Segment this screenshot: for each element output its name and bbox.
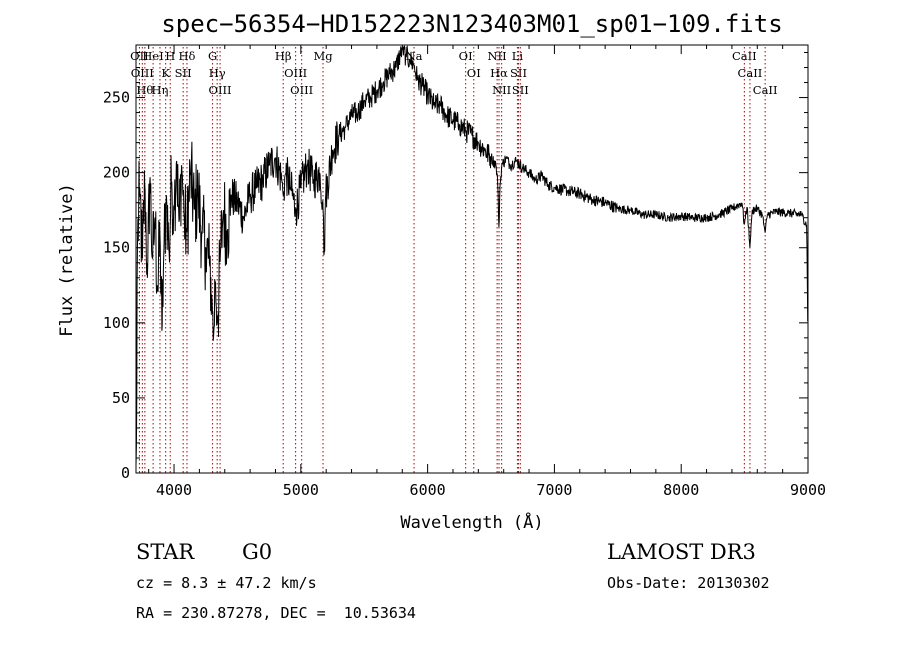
coordinates-readout: RA = 230.87278, DEC = 10.53634	[136, 604, 416, 622]
redshift-readout: cz = 8.3 ± 47.2 km/s	[136, 574, 317, 592]
spectral-line-label: NII	[488, 49, 507, 63]
x-tick-label: 4000	[156, 481, 192, 499]
y-axis-label: Flux (relative)	[57, 183, 77, 337]
spectral-line-label: SII	[510, 66, 527, 80]
spectrum-series-line	[135, 44, 809, 466]
spectral-line-label: CaII	[738, 66, 763, 80]
x-tick-label: 9000	[790, 481, 826, 499]
y-axis-ticks: 0 50 100 150 200 250	[103, 52, 808, 482]
spectral-line-label: Li	[512, 49, 524, 63]
spectral-line-label: Hδ	[178, 49, 195, 63]
x-tick-label: 5000	[283, 481, 319, 499]
spectral-line-label: H	[165, 49, 175, 63]
y-tick-label: 250	[103, 89, 130, 107]
spectral-line-label: Mg	[313, 49, 333, 63]
x-tick-label: 7000	[536, 481, 572, 499]
spectral-line-label: OI	[467, 66, 481, 80]
spectral-line-label: Hγ	[209, 66, 226, 80]
x-tick-label: 6000	[410, 481, 446, 499]
x-axis-label: Wavelength (Å)	[400, 511, 543, 533]
x-axis-ticks: 4000 5000 6000 7000 8000 9000	[148, 45, 826, 499]
spectral-line-label: Hθ	[136, 83, 153, 97]
spectral-line-label: OIII	[209, 83, 232, 97]
spectral-line-label: OIII	[284, 66, 307, 80]
y-tick-label: 150	[103, 239, 130, 257]
plot-frame	[135, 44, 809, 474]
x-tick-label: 8000	[663, 481, 699, 499]
spectral-line-label: NII	[492, 83, 511, 97]
spectral-line-label: Hη	[152, 83, 169, 97]
spectral-line-label: OII	[130, 49, 149, 63]
spectral-line-label: CaII	[753, 83, 778, 97]
spectral-line-label: Hα	[490, 66, 508, 80]
y-tick-label: 0	[121, 464, 130, 482]
spectral-line-label: CaII	[732, 49, 757, 63]
spectral-line-label: SII	[512, 83, 529, 97]
survey-name: LAMOST DR3	[607, 540, 756, 564]
spectral-line-label: G	[208, 49, 217, 63]
spectral-line-label: K	[161, 66, 170, 80]
spectral-line-label: HeI	[142, 49, 163, 63]
spectral-line-label: Hβ	[275, 49, 292, 63]
spectral-line-label: OIII	[290, 83, 313, 97]
spectral-line-label: OIII	[131, 66, 154, 80]
y-tick-label: 50	[112, 389, 130, 407]
spectral-line-label: SII	[175, 66, 192, 80]
y-tick-label: 100	[103, 314, 130, 332]
object-class: STAR	[136, 540, 195, 564]
chart-title: spec−56354−HD152223N123403M01_sp01−109.f…	[161, 10, 782, 38]
spectral-line-label: OI	[459, 49, 473, 63]
object-subclass: G0	[242, 540, 273, 564]
y-tick-label: 200	[103, 164, 130, 182]
observation-date: Obs-Date: 20130302	[607, 574, 770, 592]
